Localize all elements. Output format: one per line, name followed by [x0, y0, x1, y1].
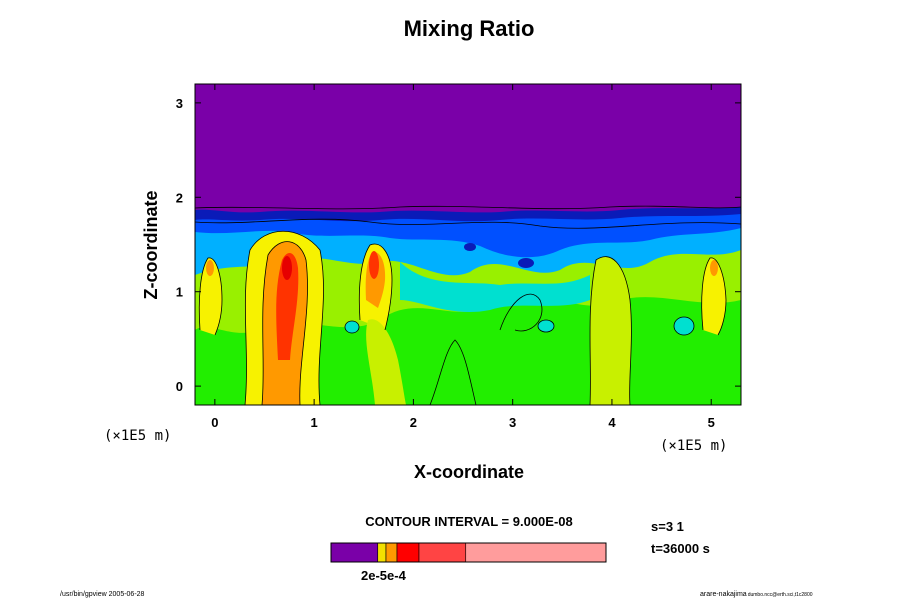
colorbar-segment [385, 542, 398, 563]
darkblue-pocket-2 [464, 243, 476, 251]
footer-right-text: arare-nakajimadumbo.ncc@erth.sci,t1c2800 [700, 591, 813, 598]
y-axis-title: Z-coordinate [141, 190, 161, 299]
x-axis-unit-label: (×1E5 m) [660, 438, 727, 454]
x-axis-ticks: 0 1 2 3 4 5 [211, 84, 715, 430]
plume-left-yellow [199, 257, 222, 335]
heatmap-field [195, 84, 741, 405]
y-tick-label: 1 [176, 285, 183, 300]
x-tick-label: 4 [608, 415, 616, 430]
contour-interval-text: CONTOUR INTERVAL = 9.000E-08 [365, 514, 572, 529]
contour-lines [195, 205, 741, 405]
x-tick-label: 5 [708, 415, 715, 430]
y-axis-ticks: 0 1 2 3 [176, 96, 741, 394]
cyan-pocket-3 [345, 321, 359, 333]
colorbar [330, 542, 607, 563]
x-tick-label: 2 [410, 415, 417, 430]
y-tick-label: 0 [176, 379, 183, 394]
colorbar-segment [465, 542, 607, 563]
x-axis-title: X-coordinate [414, 462, 524, 482]
plume-right-core [710, 260, 718, 276]
x-tick-label: 1 [311, 415, 318, 430]
plot-frame [194, 83, 742, 406]
x-offset-unit-label: (×1E5 m) [104, 428, 171, 444]
footer-right-small: dumbo.ncc@erth.sci,t1c2800 [748, 592, 813, 598]
colorbar-frame [330, 542, 607, 563]
footer-left-text: /usr/bin/gpview 2005-06-28 [60, 591, 145, 598]
colorbar-label: 2e-5e-4 [361, 568, 407, 583]
chart-title: Mixing Ratio [403, 16, 535, 41]
y-tick-label: 2 [176, 190, 183, 205]
time-text: t=36000 s [651, 541, 710, 556]
plume-left-core [206, 260, 214, 276]
plume-main-red [276, 253, 299, 360]
plume-secondary-core [369, 251, 379, 279]
colorbar-segment [377, 542, 387, 563]
field-mid-patch [400, 262, 590, 313]
darkblue-pocket-1 [518, 258, 534, 268]
x-tick-label: 3 [509, 415, 516, 430]
colorbar-segment [396, 542, 420, 563]
cyan-pocket-2 [674, 317, 694, 335]
footer-right-name: arare-nakajima [700, 591, 747, 598]
plume-pale-yellowgreen [590, 256, 632, 405]
plume-lower-yellowgreen [366, 319, 406, 405]
colorbar-segment [418, 542, 467, 563]
colorbar-segment [330, 542, 379, 563]
plume-main-core [282, 256, 292, 280]
y-tick-label: 3 [176, 96, 183, 111]
field-upper-layer [195, 84, 741, 213]
x-tick-label: 0 [211, 415, 218, 430]
cyan-pocket-1 [538, 320, 554, 332]
step-text: s=3 1 [651, 519, 684, 534]
plume-right-yellow [701, 257, 726, 335]
